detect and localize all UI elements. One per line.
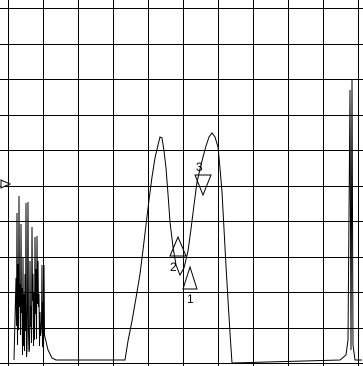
marker-1-triangle-up-icon bbox=[182, 265, 198, 290]
marker-1[interactable]: 1 bbox=[182, 265, 198, 306]
marker-2-triangle-up-icon bbox=[169, 235, 187, 257]
spectrum-trace bbox=[13, 79, 362, 364]
marker-2[interactable]: 2 bbox=[169, 235, 187, 274]
marker-1-label: 1 bbox=[187, 292, 194, 306]
marker-3-label: 3 bbox=[196, 160, 203, 174]
marker-3-triangle-down-icon bbox=[194, 174, 212, 197]
marker-2-label: 2 bbox=[170, 260, 177, 274]
reference-level-triangle-right-icon[interactable] bbox=[0, 179, 12, 189]
marker-3[interactable]: 3 bbox=[194, 160, 212, 197]
